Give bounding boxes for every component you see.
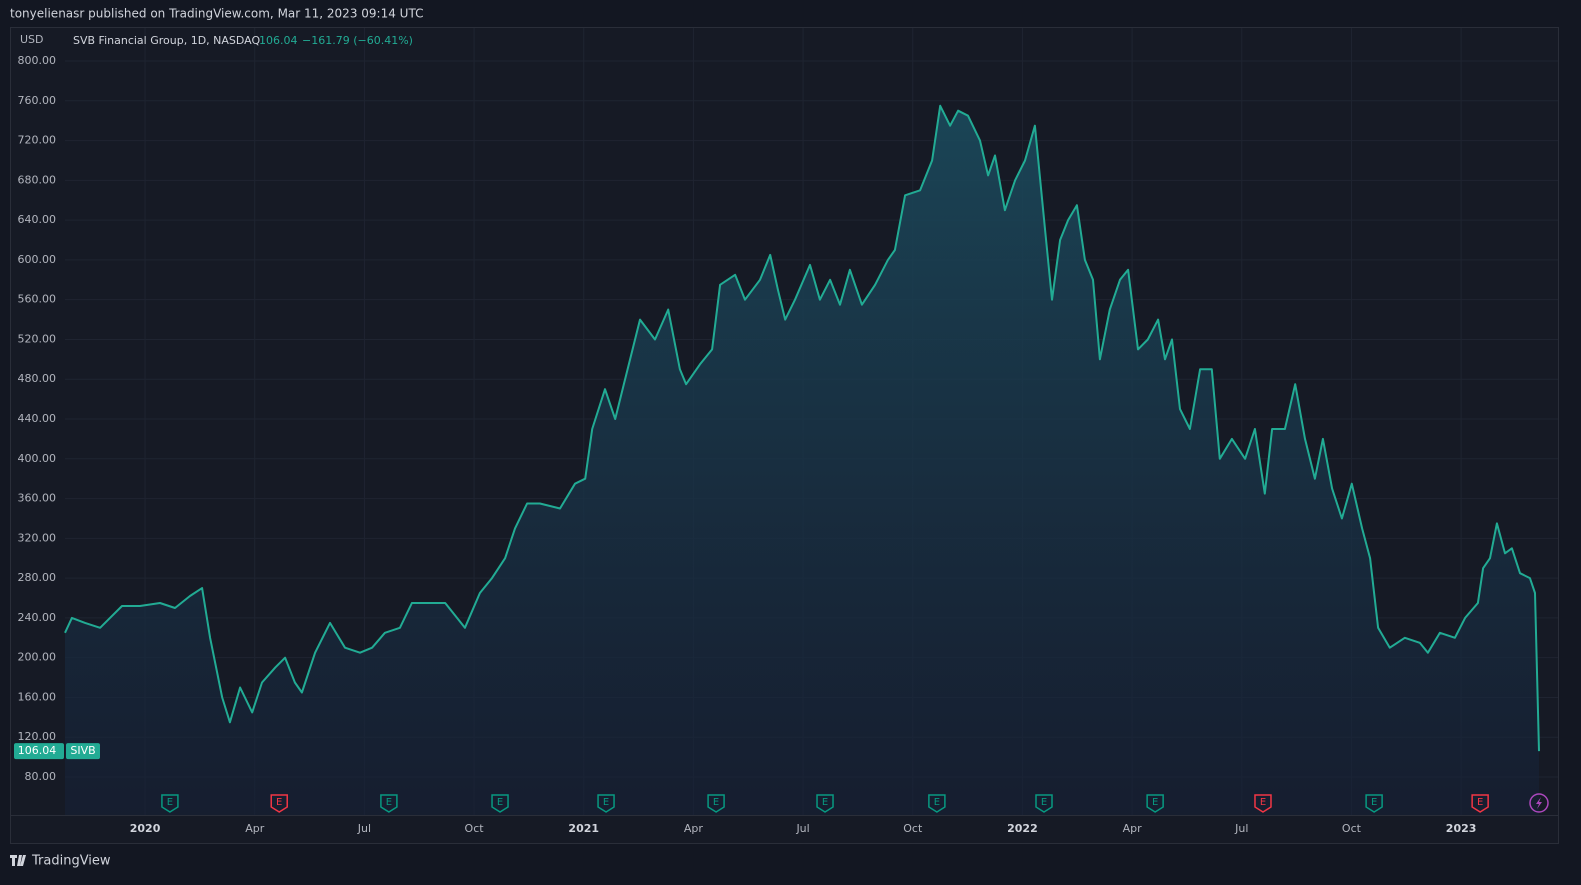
x-tick-label: 2021 — [568, 822, 599, 835]
earnings-badge — [597, 794, 615, 813]
legend-price: 106.04 — [259, 34, 298, 47]
earnings-label: E — [1477, 797, 1483, 808]
earnings-badge — [707, 794, 725, 813]
earnings-label: E — [822, 797, 828, 808]
x-tick-label: Oct — [903, 822, 923, 835]
earnings-badge — [380, 794, 398, 813]
earnings-badge — [1254, 794, 1272, 813]
earnings-label: E — [1152, 797, 1158, 808]
earnings-badge — [1035, 794, 1053, 813]
earnings-label: E — [1371, 797, 1377, 808]
earnings-badge — [491, 794, 509, 813]
x-tick-label: Jul — [357, 822, 371, 835]
brand-logo — [10, 855, 26, 866]
y-tick-label: 560.00 — [18, 293, 57, 306]
brand: TradingView — [31, 854, 111, 869]
earnings-label: E — [713, 797, 719, 808]
y-tick-label: 160.00 — [18, 690, 57, 703]
earnings-badge — [1146, 794, 1164, 813]
symbol-title: SVB Financial Group, 1D, NASDAQ — [73, 34, 261, 47]
x-tick-label: 2023 — [1446, 822, 1477, 835]
x-tick-label: Jul — [795, 822, 809, 835]
y-tick-label: 760.00 — [18, 94, 57, 107]
x-tick-label: Oct — [465, 822, 485, 835]
earnings-badge — [1471, 794, 1489, 813]
y-tick-label: 320.00 — [18, 531, 57, 544]
y-tick-label: 80.00 — [25, 770, 57, 783]
y-tick-label: 680.00 — [18, 173, 57, 186]
ticker-tag-label: SIVB — [70, 744, 95, 757]
legend-change: −161.79 (−60.41%) — [302, 34, 413, 47]
x-tick-label: Apr — [245, 822, 265, 835]
earnings-badge — [161, 794, 179, 813]
earnings-label: E — [934, 797, 940, 808]
y-tick-label: 640.00 — [18, 213, 57, 226]
earnings-badge — [928, 794, 946, 813]
y-tick-label: 360.00 — [18, 492, 57, 505]
y-tick-label: 800.00 — [18, 54, 57, 67]
x-tick-label: Apr — [1123, 822, 1143, 835]
plot — [64, 104, 1540, 816]
x-tick-label: 2020 — [130, 822, 161, 835]
x-tick-label: Jul — [1234, 822, 1248, 835]
earnings-label: E — [276, 797, 282, 808]
y-tick-label: 720.00 — [18, 134, 57, 147]
x-tick-label: Apr — [684, 822, 704, 835]
y-tick-label: 240.00 — [18, 611, 57, 624]
earnings-label: E — [1260, 797, 1266, 808]
earnings-label: E — [386, 797, 392, 808]
line — [64, 104, 1540, 752]
earnings-label: E — [603, 797, 609, 808]
area — [65, 105, 1539, 816]
x-tick-label: Oct — [1342, 822, 1362, 835]
publisher: tonyelienasr published on TradingView.co… — [10, 7, 423, 21]
earnings-label: E — [1041, 797, 1047, 808]
price-tag — [14, 743, 64, 760]
x-tick-label: 2022 — [1007, 822, 1038, 835]
ticker-tag — [66, 743, 100, 760]
earnings-badge — [270, 794, 288, 813]
currency: USD — [20, 33, 44, 46]
y-tick-label: 600.00 — [18, 253, 57, 266]
y-tick-label: 480.00 — [18, 372, 57, 385]
dividends-icon — [1529, 793, 1549, 813]
lightning — [1536, 797, 1542, 809]
earnings-badge — [1365, 794, 1383, 813]
y-tick-label: 280.00 — [18, 571, 57, 584]
y-tick-label: 120.00 — [18, 730, 57, 743]
earnings-label: E — [497, 797, 503, 808]
y-tick-label: 440.00 — [18, 412, 57, 425]
y-tick-label: 400.00 — [18, 452, 57, 465]
earnings-badge — [816, 794, 834, 813]
earnings-label: E — [167, 797, 173, 808]
price-tag-value: 106.04 — [18, 744, 57, 757]
y-tick-label: 200.00 — [18, 651, 57, 664]
y-tick-label: 520.00 — [18, 332, 57, 345]
